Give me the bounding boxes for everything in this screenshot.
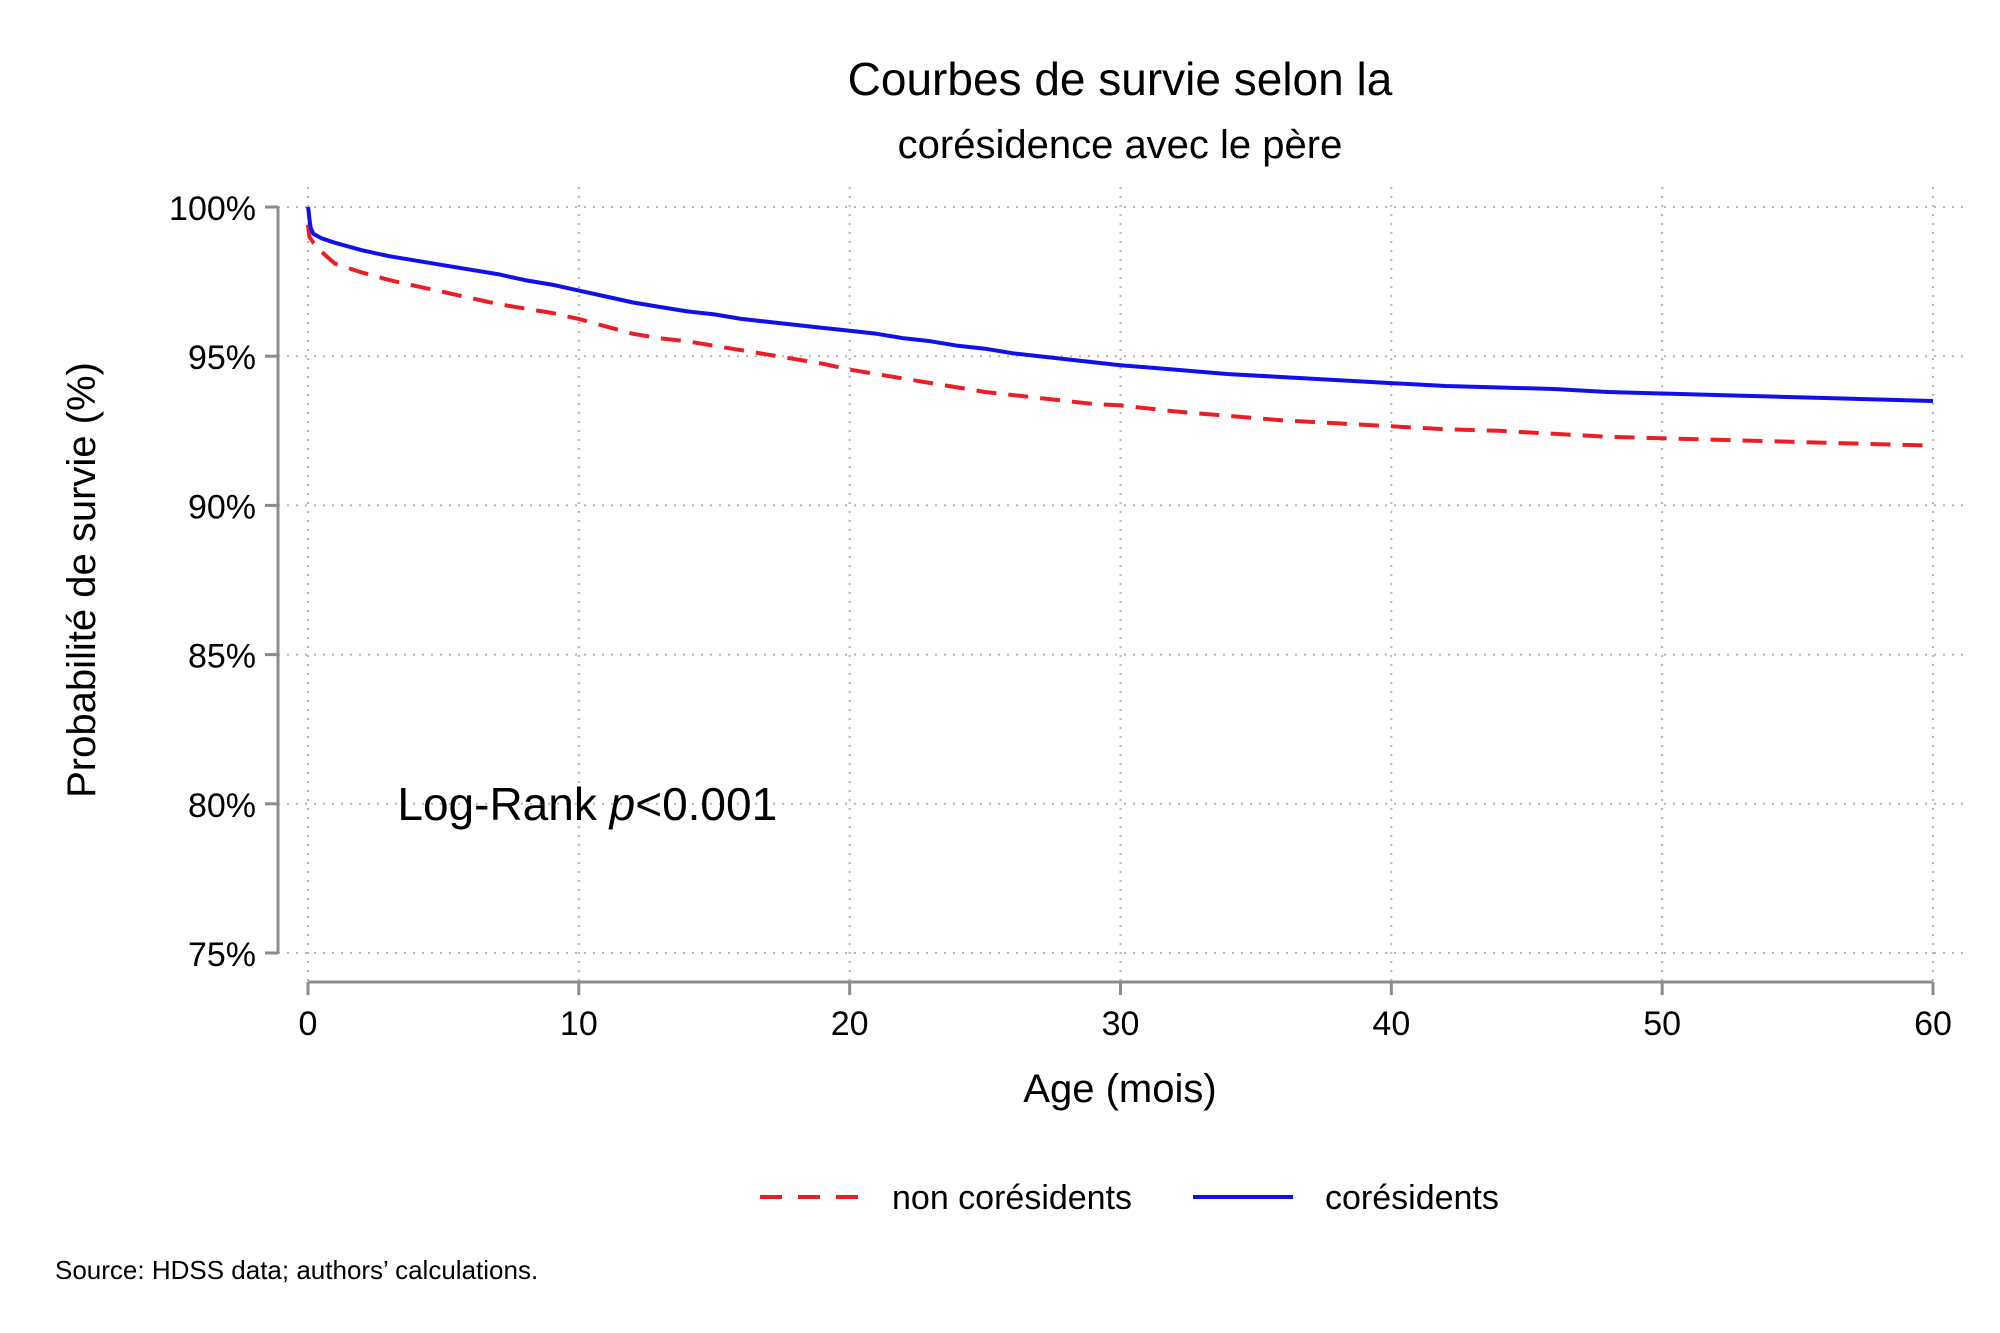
annotation-prefix: Log-Rank [397, 778, 609, 830]
y-tick-label: 90% [188, 488, 256, 526]
log-rank-annotation: Log-Rank p<0.001 [397, 778, 777, 830]
y-tick-label: 85% [188, 638, 256, 676]
chart-title: Courbes de survie selon la [848, 53, 1393, 105]
y-axis-label: Probabilité de survie (%) [60, 362, 104, 798]
x-tick-label: 20 [831, 1005, 869, 1043]
x-tick-label: 0 [299, 1005, 318, 1043]
source-note: Source: HDSS data; authors’ calculations… [55, 1255, 539, 1285]
legend: non corésidents corésidents [760, 1179, 1499, 1217]
y-tick-label: 100% [169, 190, 256, 228]
x-tick-label: 50 [1643, 1005, 1681, 1043]
x-tick-label: 60 [1914, 1005, 1952, 1043]
x-tick-label: 30 [1102, 1005, 1140, 1043]
series-line-non-coresidents [306, 224, 1934, 448]
y-tick-label: 95% [188, 339, 256, 377]
y-tick-label: 75% [188, 936, 256, 974]
legend-item-non-coresidents-label: non corésidents [892, 1179, 1132, 1217]
y-tick-label: 80% [188, 787, 256, 825]
annotation-suffix: <0.001 [635, 778, 777, 830]
axes [276, 207, 1933, 984]
x-axis-ticks: 0 10 20 30 40 50 60 [299, 982, 1952, 1043]
y-axis-ticks: 75% 80% 85% 90% 95% 100% [169, 190, 278, 974]
series-line-coresidents [306, 206, 1934, 403]
annotation-italic: p [608, 778, 636, 830]
series-lines [306, 206, 1934, 448]
grid-lines [278, 187, 1963, 982]
chart-subtitle: corésidence avec le père [898, 123, 1343, 167]
legend-item-coresidents-label: corésidents [1325, 1179, 1499, 1217]
x-axis-label: Age (mois) [1023, 1067, 1216, 1111]
x-tick-label: 40 [1372, 1005, 1410, 1043]
x-tick-label: 10 [560, 1005, 598, 1043]
